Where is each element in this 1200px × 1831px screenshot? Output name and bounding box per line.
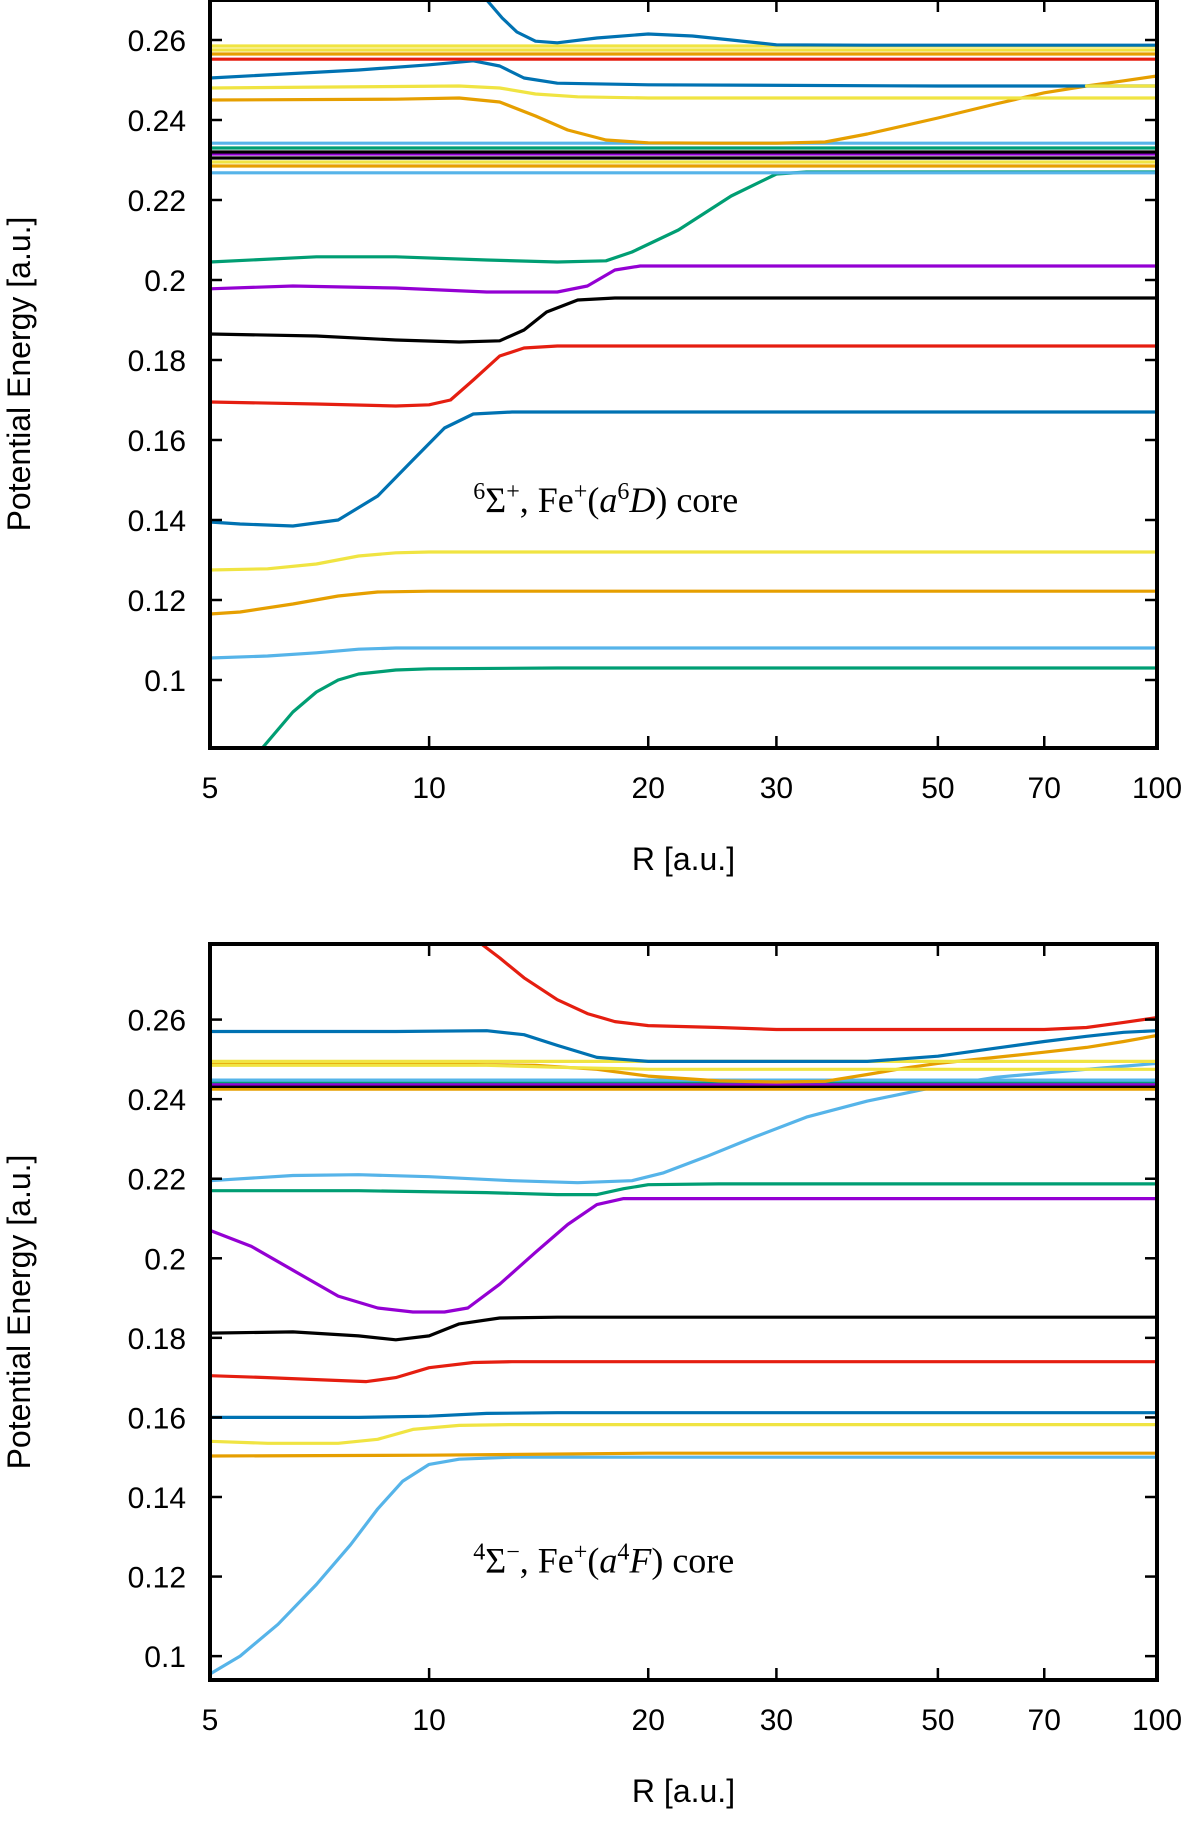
panel2-ytick-label-0.26: 0.26 xyxy=(128,1005,186,1038)
panel2-series-orange-low xyxy=(210,1451,1157,1458)
panel1-annotation-fe: , Fe xyxy=(520,480,574,520)
panel2-series-group xyxy=(210,944,1157,1676)
panel1-annotation-multiplicity: 6 xyxy=(473,479,485,505)
panel1-series-skyblue-1 xyxy=(210,646,1157,660)
panel2-ytick-label-0.14: 0.14 xyxy=(128,1482,186,1515)
panel2-series-purple-low xyxy=(210,1197,1157,1314)
panel2-xtick-label-70: 70 xyxy=(1028,1704,1061,1737)
panel1-xtick-label-20: 20 xyxy=(632,772,665,805)
panel1-annotation-charge: + xyxy=(574,479,588,505)
panel2-annotation-symmetry: − xyxy=(506,1540,520,1566)
panel1-xtick-label-30: 30 xyxy=(760,772,793,805)
panel2-series-yellow-flat2 xyxy=(210,1063,1157,1071)
panel1-annotation-a: a xyxy=(599,480,617,520)
panel2-series-green-mid xyxy=(210,1182,1157,1197)
panel2-frame xyxy=(208,942,1159,1682)
panel1-annotation-sigma: Σ xyxy=(485,480,506,520)
panel2-xtick-label-10: 10 xyxy=(412,1704,445,1737)
panel2-xtick-label-5: 5 xyxy=(202,1704,219,1737)
panel1-ytick-label-0.1: 0.1 xyxy=(144,665,186,698)
panel2-xtick-label-100: 100 xyxy=(1132,1704,1182,1737)
panel2-series-red-low xyxy=(210,1360,1157,1384)
panel2-annotation-term: F xyxy=(628,1541,652,1581)
panel2-ytick-label-0.2: 0.2 xyxy=(144,1243,186,1276)
panel1-ytick-label-0.26: 0.26 xyxy=(128,25,186,58)
panel2-xtick-label-50: 50 xyxy=(921,1704,954,1737)
panel1-series-blue-top xyxy=(485,0,1157,47)
panel1-xtick-label-50: 50 xyxy=(921,772,954,805)
panel2-annotation-charge: + xyxy=(574,1540,588,1566)
panel2-annotation-paren: ( xyxy=(587,1541,599,1581)
panel2-annotation-fe: , Fe xyxy=(520,1541,574,1581)
panel1-annotation-symmetry: + xyxy=(506,479,520,505)
panel2-series-blue-low xyxy=(210,1411,1157,1419)
panel2-y-axis-label: Potential Energy [a.u.] xyxy=(1,1155,37,1470)
panel2-ytick-label-0.24: 0.24 xyxy=(128,1084,186,1117)
panel1-series-blue-mid xyxy=(210,59,1157,88)
panel2-xtick-label-20: 20 xyxy=(632,1704,665,1737)
panel1-xtick-label-100: 100 xyxy=(1132,772,1182,805)
panel2-ytick-label-0.1: 0.1 xyxy=(144,1641,186,1674)
panel2-annotation: 4Σ−, Fe+(a4F) core xyxy=(473,1540,734,1581)
panel2-series-red-top xyxy=(479,944,1157,1032)
panel2-ytick-label-0.12: 0.12 xyxy=(128,1562,186,1595)
panel2-ytick-label-0.18: 0.18 xyxy=(128,1323,186,1356)
panel1-series-group xyxy=(210,0,1157,748)
panel2-annotation-a: a xyxy=(599,1541,617,1581)
panel2-chart: 5 10 20 30 50 70 100 0.1 0.12 0.14 0.16 0.18 0.2 0.22… xyxy=(1,942,1182,1809)
panel2-ytick-label-0.16: 0.16 xyxy=(128,1402,186,1435)
panel2-annotation-core-multiplicity: 4 xyxy=(617,1540,629,1566)
panel1-series-black-low xyxy=(210,296,1157,344)
panel1-annotation: 6Σ+, Fe+(a6D) core xyxy=(473,479,738,520)
panel1-ytick-label-0.22: 0.22 xyxy=(128,185,186,218)
panel2-annotation-core: ) core xyxy=(651,1541,734,1581)
panel1-annotation-core-multiplicity: 6 xyxy=(617,479,629,505)
panel2-annotation-sigma: Σ xyxy=(485,1541,506,1581)
panel2-ytick-label-0.22: 0.22 xyxy=(128,1164,186,1197)
panel1-ytick-label-0.24: 0.24 xyxy=(128,105,186,138)
panel1-series-purple-low xyxy=(210,264,1157,294)
panel1-series-blue-low xyxy=(210,410,1157,528)
panel1-annotation-core: ) core xyxy=(655,480,738,520)
panel1-series-red-low xyxy=(210,344,1157,408)
panel1-ytick-label-0.16: 0.16 xyxy=(128,425,186,458)
panel1-xtick-label-70: 70 xyxy=(1028,772,1061,805)
panel1-xtick-label-10: 10 xyxy=(412,772,445,805)
panel1-series-orange-mid xyxy=(210,74,1157,145)
panel1-series-orange-1 xyxy=(210,589,1157,616)
panel1-ytick-label-0.12: 0.12 xyxy=(128,585,186,618)
panel1-series-yellow-1 xyxy=(210,550,1157,572)
panel2-xtick-label-30: 30 xyxy=(760,1704,793,1737)
panel1-y-axis-label: Potential Energy [a.u.] xyxy=(1,217,37,532)
panel1-annotation-term: D xyxy=(628,480,655,520)
panel1-x-axis-label: R [a.u.] xyxy=(632,841,735,877)
panel1-ytick-label-0.18: 0.18 xyxy=(128,345,186,378)
panel2-series-blue-mid xyxy=(210,1029,1157,1063)
panel1-series-green-1 xyxy=(260,666,1157,748)
panel1-frame xyxy=(208,0,1159,750)
panel2-series-yellow-low xyxy=(210,1423,1157,1445)
panel2-x-axis-label: R [a.u.] xyxy=(632,1773,735,1809)
panel1-annotation-paren: ( xyxy=(587,480,599,520)
panel1-chart: 5 10 20 30 50 70 100 0.1 0.12 0.14 0.16 0.18 0.2 0.22… xyxy=(1,0,1182,877)
panel2-series-black-low xyxy=(210,1315,1157,1342)
panel2-annotation-multiplicity: 4 xyxy=(473,1540,485,1566)
panel1-xtick-label-5: 5 xyxy=(202,772,219,805)
panel1-ytick-label-0.14: 0.14 xyxy=(128,505,186,538)
panel1-series-yellow-mid xyxy=(210,84,1157,100)
panel2-series-skyblue-low xyxy=(210,1455,1157,1676)
panel1-ytick-label-0.2: 0.2 xyxy=(144,265,186,298)
